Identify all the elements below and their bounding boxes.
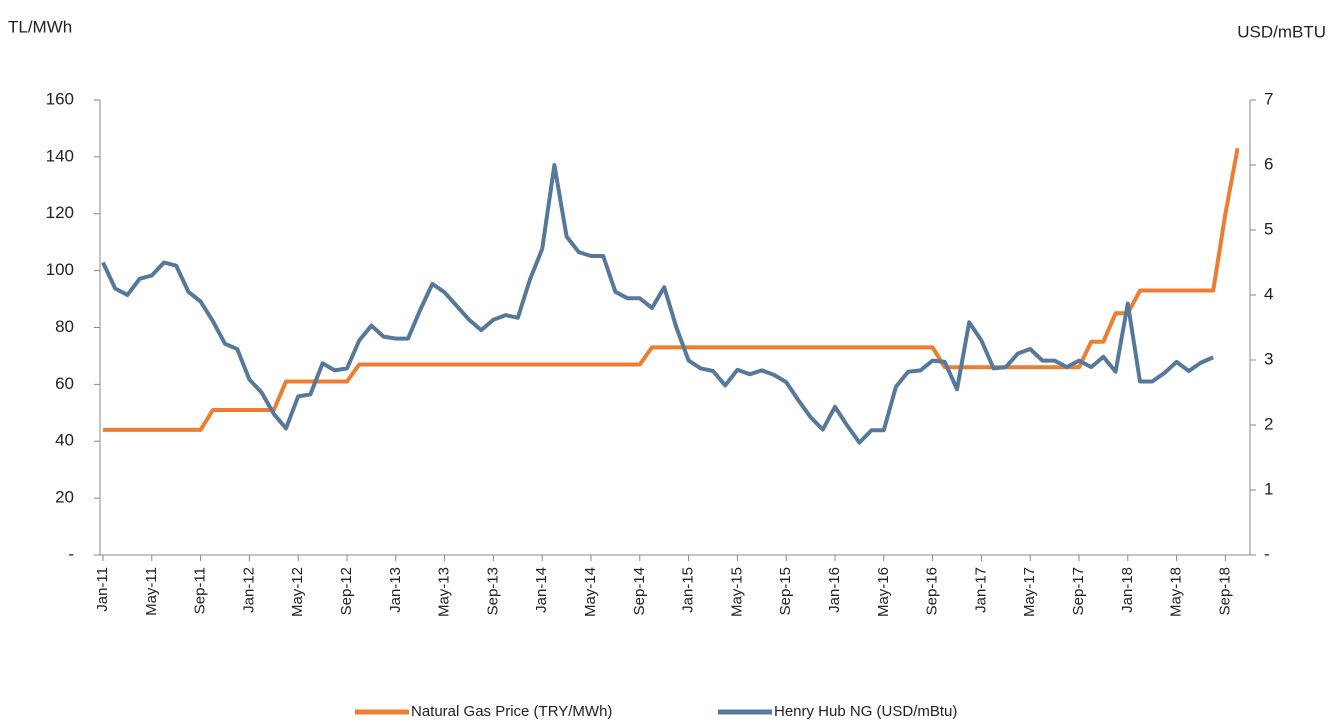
y-tick-label: 20: [55, 488, 74, 507]
x-tick-label: Sep-14: [631, 567, 648, 615]
series-line: [103, 147, 1240, 432]
x-tick-label: May-18: [1168, 567, 1185, 617]
y2-axis-title: USD/mBTU: [1237, 22, 1326, 41]
x-tick-label: Sep-17: [1070, 567, 1087, 615]
x-tick-label: May-15: [728, 567, 745, 617]
y-axis-title: TL/MWh: [8, 17, 72, 36]
legend-label: Natural Gas Price (TRY/MWh): [411, 703, 612, 720]
x-tick-label: Jan-16: [826, 567, 843, 613]
x-tick-label: Sep-13: [484, 567, 501, 615]
y-tick-label: 60: [55, 374, 74, 393]
y-tick-label: 160: [46, 89, 74, 108]
y-tick-label: 40: [55, 431, 74, 450]
y2-tick-label: 3: [1264, 349, 1273, 368]
x-tick-label: Sep-16: [924, 567, 941, 615]
y-tick-label: 80: [55, 317, 74, 336]
y2-tick-label: 7: [1264, 89, 1273, 108]
y2-tick-label: 6: [1264, 154, 1273, 173]
x-tick-label: Jan-18: [1119, 567, 1136, 613]
y-tick-label: -: [68, 544, 74, 563]
x-tick-label: Sep-18: [1216, 567, 1233, 615]
x-tick-label: May-16: [875, 567, 892, 617]
x-tick-label: Sep-11: [192, 567, 209, 614]
x-tick-label: Jan-13: [387, 567, 404, 613]
x-tick-label: May-14: [582, 567, 599, 617]
x-tick-label: May-17: [1021, 567, 1038, 617]
y2-tick-label: -: [1264, 544, 1270, 563]
y-tick-label: 140: [46, 146, 74, 165]
y-tick-label: 100: [46, 260, 74, 279]
x-tick-label: Sep-12: [338, 567, 355, 615]
x-tick-label: Sep-15: [777, 567, 794, 615]
x-tick-label: Jan-15: [680, 567, 697, 613]
x-tick-label: Jan-12: [240, 567, 257, 613]
x-tick-label: Jan-14: [533, 567, 550, 613]
y2-tick-label: 1: [1264, 479, 1273, 498]
y2-tick-label: 2: [1264, 414, 1273, 433]
y2-tick-label: 4: [1264, 284, 1273, 303]
x-tick-label: May-11: [143, 567, 160, 616]
y2-tick-label: 5: [1264, 219, 1273, 238]
x-tick-label: May-12: [289, 567, 306, 617]
y-tick-label: 120: [46, 203, 74, 222]
x-tick-label: Jan-11: [94, 567, 111, 612]
legend-label: Henry Hub NG (USD/mBtu): [774, 703, 957, 720]
x-tick-label: Jan-17: [972, 567, 989, 613]
x-tick-label: May-13: [436, 567, 453, 617]
series-line: [101, 163, 1214, 445]
